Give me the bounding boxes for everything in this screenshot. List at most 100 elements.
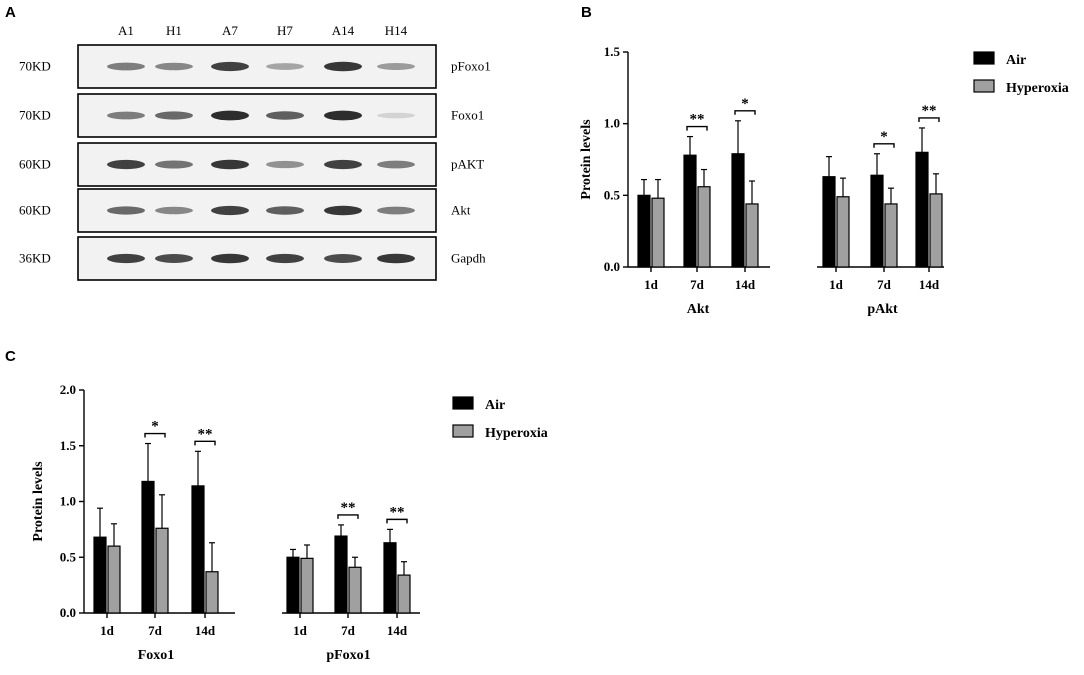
- protein-band: [107, 111, 145, 120]
- significance-bracket: [686, 125, 708, 131]
- y-tick-label: 0.0: [60, 605, 76, 620]
- bar-air: [141, 480, 155, 614]
- significance-marker: *: [151, 419, 159, 435]
- group-label: pAkt: [867, 302, 898, 317]
- significance-bracket: [194, 440, 216, 446]
- y-tick-label: 0.5: [60, 549, 77, 564]
- protein-band: [211, 61, 249, 72]
- significance-marker: **: [690, 112, 705, 128]
- significance-bracket: [386, 518, 408, 524]
- group-label: pFoxo1: [326, 648, 370, 663]
- protein-label: pFoxo1: [451, 59, 491, 74]
- bar-air: [870, 174, 884, 268]
- protein-band: [107, 159, 145, 170]
- x-tick-label: 1d: [644, 277, 659, 292]
- lane-label: H7: [277, 23, 293, 38]
- x-tick-label: 1d: [293, 623, 308, 638]
- y-tick-label: 1.5: [60, 438, 77, 453]
- blot-row: 36KD Gapdh: [19, 236, 486, 281]
- protein-band: [324, 254, 362, 263]
- x-tick-label: 7d: [690, 277, 705, 292]
- panel-c-bar-chart: C 0.0 0.5 1.0 1.5 2.0 Protein levels 1d 7d * 14d *…: [5, 348, 548, 663]
- y-tick-label: 1.0: [604, 116, 620, 131]
- blot-row: 60KD Akt: [19, 188, 471, 233]
- protein-band: [155, 62, 193, 71]
- protein-band: [266, 253, 304, 264]
- x-tick-label: 14d: [195, 623, 216, 638]
- significance-marker: **: [922, 103, 937, 119]
- protein-band: [211, 205, 249, 216]
- bar-air: [683, 154, 697, 268]
- bar-air: [383, 542, 397, 614]
- bar-hyperoxia: [107, 545, 121, 614]
- significance-bracket: [144, 432, 166, 438]
- protein-band: [155, 206, 193, 215]
- protein-band: [211, 110, 249, 121]
- protein-label: Akt: [451, 203, 471, 218]
- western-blot-panel: A A1 H1 A7 H7 A14 H14 70KD pFoxo1 70KD Foxo1 60KD…: [5, 4, 491, 281]
- protein-band: [266, 160, 304, 169]
- protein-band: [377, 206, 415, 215]
- lane-labels: A1 H1 A7 H7 A14 H14: [118, 23, 408, 38]
- molecular-weight-label: 60KD: [19, 157, 51, 172]
- molecular-weight-label: 60KD: [19, 203, 51, 218]
- y-axis-label: Protein levels: [31, 461, 46, 542]
- y-tick-label: 0.5: [604, 187, 621, 202]
- molecular-weight-label: 70KD: [19, 59, 51, 74]
- bar-hyperoxia: [697, 186, 711, 268]
- blot-row: 70KD Foxo1: [19, 93, 484, 138]
- protein-band: [155, 254, 193, 263]
- molecular-weight-label: 36KD: [19, 251, 51, 266]
- y-tick-label: 1.0: [60, 494, 76, 509]
- bar-air: [93, 536, 107, 614]
- lane-label: A14: [332, 23, 355, 38]
- protein-label: Foxo1: [451, 108, 484, 123]
- legend-swatch: [973, 79, 995, 93]
- significance-marker: **: [390, 504, 405, 520]
- y-tick-label: 0.0: [604, 259, 620, 274]
- bar-air: [334, 535, 348, 614]
- protein-band: [377, 160, 415, 169]
- x-tick-label: 7d: [148, 623, 163, 638]
- protein-label: pAKT: [451, 157, 484, 172]
- protein-band: [107, 206, 145, 215]
- protein-band: [107, 253, 145, 264]
- bar-air: [191, 485, 205, 614]
- bar-air: [915, 151, 929, 268]
- significance-marker: **: [341, 500, 356, 516]
- bar-hyperoxia: [205, 571, 219, 614]
- bar-hyperoxia: [836, 196, 850, 268]
- protein-band: [324, 61, 362, 72]
- bar-hyperoxia: [348, 566, 362, 614]
- protein-band: [266, 63, 304, 70]
- y-tick-label: 2.0: [60, 382, 76, 397]
- protein-band: [107, 62, 145, 71]
- legend-label: Hyperoxia: [485, 426, 548, 441]
- bar-hyperoxia: [397, 574, 411, 614]
- lane-label: A7: [222, 23, 238, 38]
- protein-band: [155, 160, 193, 169]
- significance-bracket: [918, 117, 940, 122]
- group-label: Foxo1: [138, 648, 175, 663]
- bar-hyperoxia: [300, 557, 314, 614]
- bar-hyperoxia: [884, 203, 898, 268]
- significance-bracket: [873, 143, 895, 148]
- blot-rows: 70KD pFoxo1 70KD Foxo1 60KD pAKT 60KD Akt 36KD Ga…: [19, 44, 491, 281]
- bar-air: [286, 556, 300, 614]
- protein-band: [324, 159, 362, 170]
- lane-label: H1: [166, 23, 182, 38]
- x-tick-label: 7d: [877, 277, 892, 292]
- lane-label: H14: [385, 23, 408, 38]
- bar-air: [731, 153, 745, 268]
- protein-band: [211, 253, 249, 264]
- legend-swatch: [973, 51, 995, 65]
- x-tick-label: 14d: [387, 623, 408, 638]
- x-tick-label: 1d: [829, 277, 844, 292]
- bar-air: [822, 176, 836, 268]
- significance-marker: *: [741, 96, 749, 112]
- blot-row: 70KD pFoxo1: [19, 44, 491, 89]
- bar-hyperoxia: [651, 197, 665, 268]
- significance-marker: *: [880, 129, 888, 145]
